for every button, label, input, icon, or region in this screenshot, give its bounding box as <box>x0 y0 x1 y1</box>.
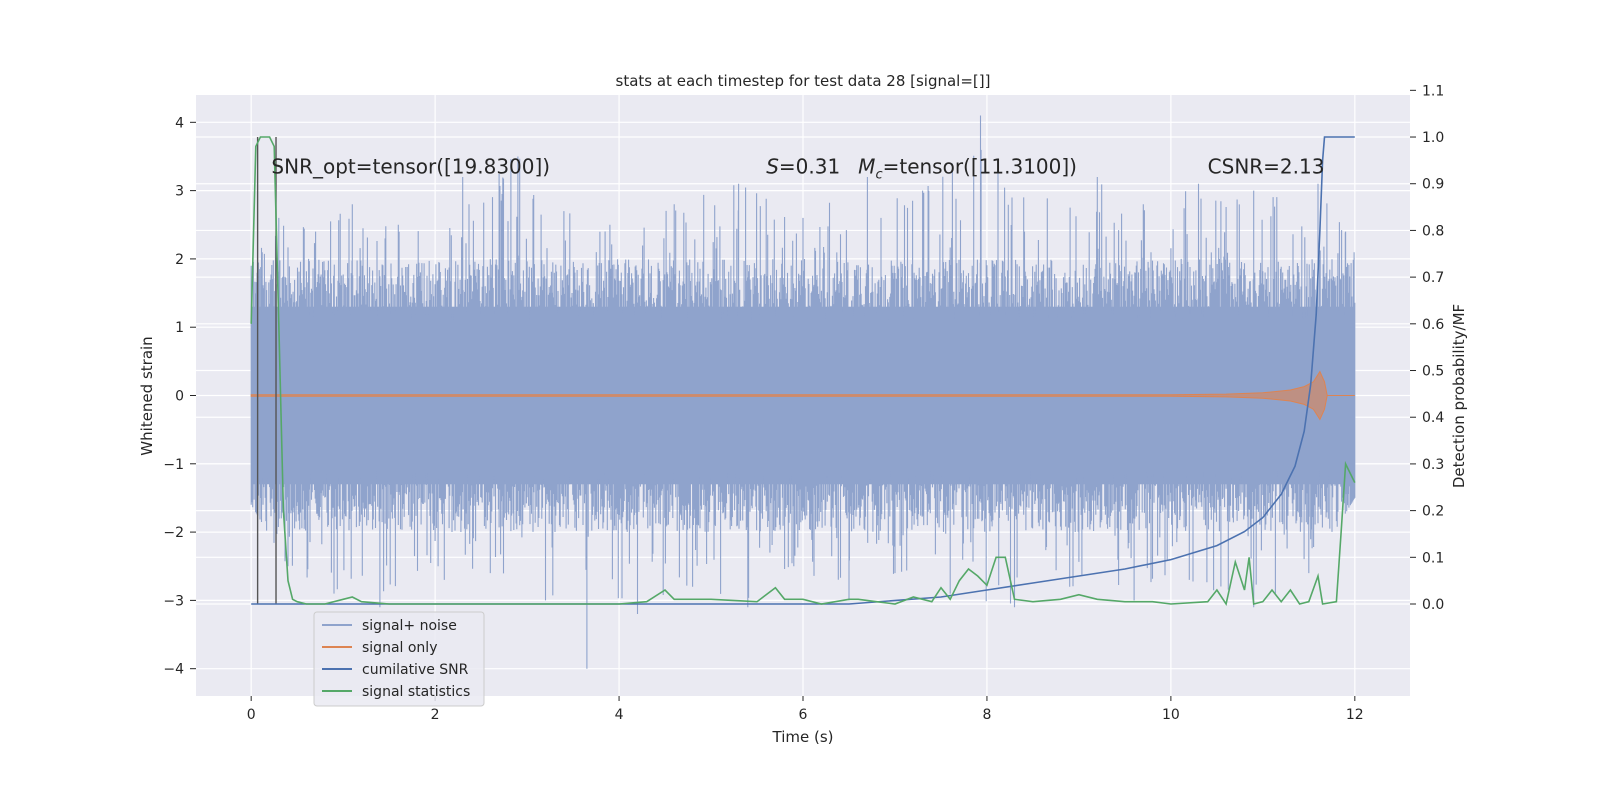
y-right-tick-label: 0.3 <box>1422 457 1444 473</box>
annotation-3: CSNR=2.13 <box>1208 155 1325 179</box>
y-right-tick-label: 1.1 <box>1422 83 1444 99</box>
y-right-tick-label: 0.1 <box>1422 550 1444 566</box>
y-right-tick-label: 0.8 <box>1422 223 1444 239</box>
y-right-tick-label: 0.9 <box>1422 177 1444 193</box>
legend-label: signal only <box>362 640 437 656</box>
legend-box <box>313 611 485 707</box>
x-tick-label: 2 <box>431 707 440 723</box>
legend-label: signal+ noise <box>362 618 457 634</box>
annotation-1: S=0.31 <box>766 155 840 179</box>
signal-statistics-line <box>250 136 1356 607</box>
y-left-tick-label: −2 <box>163 525 184 541</box>
signal-only-trace <box>250 370 1355 421</box>
y-right-tick-label: 0.4 <box>1422 410 1444 426</box>
x-tick-label: 6 <box>799 707 808 723</box>
legend-label: cumilative SNR <box>362 662 469 678</box>
annotation-layer: SNR_opt=tensor([19.8300]) S=0.31 Mc=tensor… <box>271 155 1324 183</box>
x-tick-label: 4 <box>615 707 624 723</box>
x-axis-label: Time (s) <box>772 728 834 746</box>
y-right-tick-label: 0.6 <box>1422 317 1444 333</box>
x-tick-label: 12 <box>1346 707 1364 723</box>
y-left-tick-label: 2 <box>175 252 184 268</box>
y-axis-label-right: Detection probability/MF <box>1450 304 1468 488</box>
y-right-tick-label: 0.5 <box>1422 364 1444 380</box>
y-right-tick-label: 1.0 <box>1422 130 1444 146</box>
series-layer <box>250 115 1356 669</box>
x-tick-label: 0 <box>247 707 256 723</box>
y-left-tick-label: 0 <box>175 389 184 405</box>
y-left-tick-label: −3 <box>163 593 184 609</box>
cumulative-snr-line <box>251 136 1355 605</box>
y-right-tick-label: 0.0 <box>1422 597 1444 613</box>
x-tick-label: 10 <box>1162 707 1180 723</box>
legend: signal+ noise signal only cumilative SNR si… <box>313 611 485 707</box>
chart-title: stats at each timestep for test data 28 … <box>616 72 991 90</box>
y-left-tick-label: 3 <box>175 184 184 200</box>
y-left-tick-label: 1 <box>175 320 184 336</box>
annotation-0: SNR_opt=tensor([19.8300]) <box>271 155 550 179</box>
x-tick-label: 8 <box>982 707 991 723</box>
y-right-tick-label: 0.2 <box>1422 504 1444 520</box>
legend-label: signal statistics <box>362 684 470 700</box>
y-axis-label-left: Whitened strain <box>138 336 156 455</box>
y-left-tick-label: −1 <box>163 457 184 473</box>
tick-layer: 0 2 4 6 8 10 12−4−3−2−1012340.00.10.20.30.40.5… <box>163 83 1444 723</box>
y-left-tick-label: 4 <box>175 115 184 131</box>
annotation-2: Mc=tensor([11.3100]) <box>858 155 1077 183</box>
y-right-tick-label: 0.7 <box>1422 270 1444 286</box>
y-left-tick-label: −4 <box>163 662 184 678</box>
